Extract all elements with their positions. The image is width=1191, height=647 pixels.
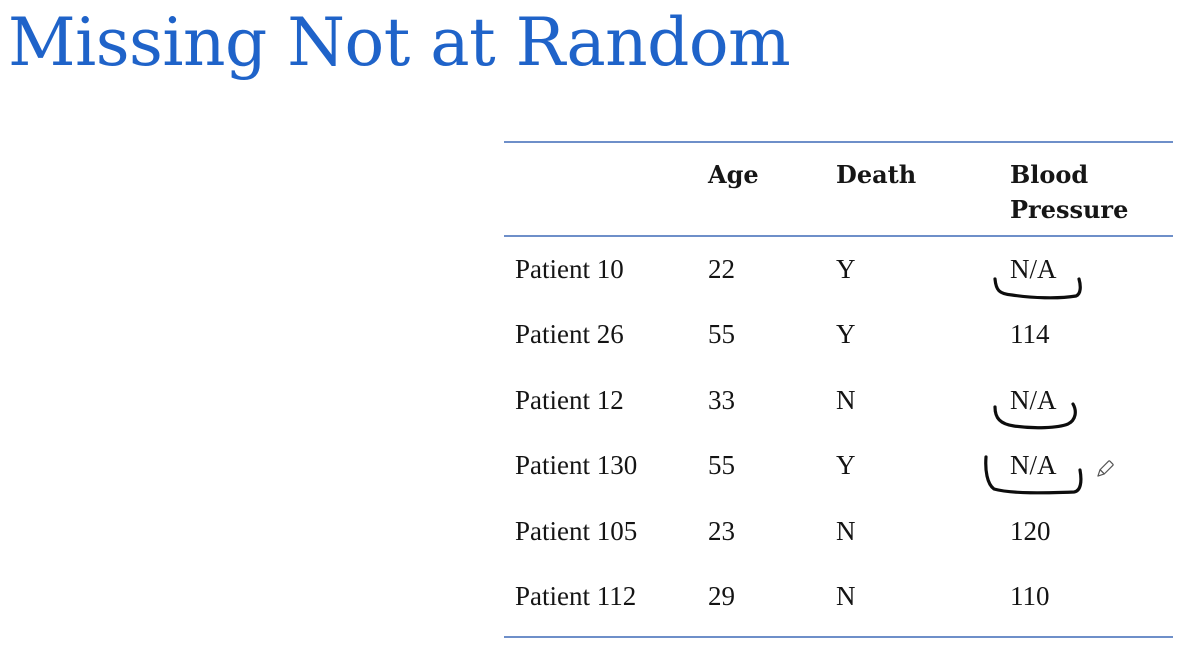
cell-death: Y (836, 319, 856, 349)
cell-blood-pressure: 120 (1010, 515, 1051, 546)
table-body: Patient 10 22 Y N/A Patient 26 55 Y 114 … (504, 237, 1173, 633)
slide-title: Missing Not at Random (8, 4, 791, 81)
patient-table: Age Death Blood Pressure Patient 10 22 Y… (504, 141, 1173, 638)
cell-age: 29 (708, 581, 735, 611)
cell-death: N (836, 384, 856, 415)
header-blood-pressure: Blood Pressure (1010, 157, 1128, 227)
cell-patient: Patient 130 (515, 450, 638, 480)
table-row: Patient 105 23 N 120 (504, 502, 1173, 568)
table-header-row: Age Death Blood Pressure (504, 143, 1173, 235)
cell-patient: Patient 12 (515, 384, 624, 415)
header-blood-pressure-line1: Blood (1010, 160, 1089, 189)
cell-age: 23 (708, 515, 735, 546)
cell-patient: Patient 26 (515, 319, 624, 349)
table-row: Patient 10 22 Y N/A (504, 240, 1173, 306)
cell-blood-pressure: N/A (1010, 450, 1057, 480)
table-row: Patient 112 29 N 110 (504, 567, 1173, 633)
cell-death: Y (836, 450, 856, 480)
table-top-rule (504, 141, 1173, 143)
cell-age: 22 (708, 253, 735, 284)
cell-age: 55 (708, 319, 735, 349)
cell-blood-pressure: N/A (1010, 384, 1057, 415)
cell-age: 33 (708, 384, 735, 415)
cell-death: N (836, 581, 856, 611)
header-death: Death (836, 160, 917, 189)
header-age: Age (708, 160, 759, 189)
table-bottom-rule (504, 635, 1173, 638)
table-row: Patient 26 55 Y 114 (504, 305, 1173, 371)
cell-death: Y (836, 253, 856, 284)
cell-patient: Patient 10 (515, 253, 624, 284)
table-row: Patient 130 55 Y N/A (504, 436, 1173, 502)
cell-blood-pressure: 110 (1010, 581, 1050, 611)
cell-death: N (836, 515, 856, 546)
table-header-rule (504, 235, 1173, 237)
cell-blood-pressure: N/A (1010, 253, 1057, 284)
header-blood-pressure-line2: Pressure (1010, 195, 1129, 224)
cell-patient: Patient 105 (515, 515, 638, 546)
cell-patient: Patient 112 (515, 581, 637, 611)
cell-age: 55 (708, 450, 735, 480)
table-row: Patient 12 33 N N/A (504, 371, 1173, 437)
cell-blood-pressure: 114 (1010, 319, 1050, 349)
